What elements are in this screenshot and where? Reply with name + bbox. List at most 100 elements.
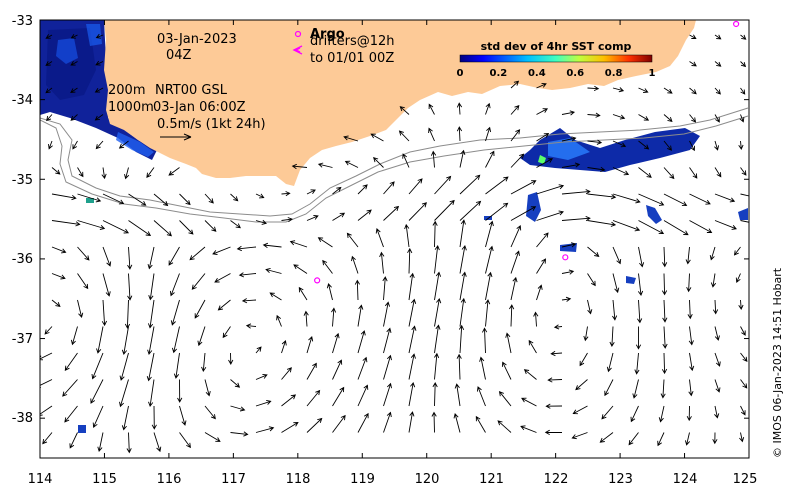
argo-float-marker [562,254,569,261]
scale-arrow-label: 0.5m/s (1kt 24h) [157,117,266,132]
current-arrow [94,87,104,93]
current-arrow [663,167,675,180]
current-arrow [498,390,512,407]
current-arrow [168,167,180,176]
current-arrow [77,299,84,319]
current-arrow [575,379,588,391]
current-arrow [147,246,155,270]
current-arrow [45,87,53,94]
current-arrow [454,383,461,407]
current-arrow [204,379,211,397]
current-arrow [714,140,720,151]
current-arrow [561,162,581,168]
current-arrow [689,352,695,372]
current-arrow [357,304,364,327]
current-arrow [662,326,668,349]
current-arrow [62,379,78,397]
current-arrow [459,174,481,195]
current-arrow [383,205,400,221]
current-arrow [510,105,520,115]
current-arrow [408,202,427,221]
current-arrow [255,399,272,407]
current-arrow [77,273,89,290]
sst-stddev-colorbar: std dev of 4hr SST comp 0 0.2 0.4 0.6 0.… [457,40,656,79]
current-arrow [262,242,282,248]
current-arrow [510,276,518,301]
current-arrow [291,163,308,170]
current-arrow [485,150,495,168]
current-arrow [432,220,438,248]
current-arrow [119,352,129,381]
current-arrow [70,87,78,94]
current-arrow [663,114,673,123]
current-arrow [102,193,125,205]
current-arrow [170,299,180,326]
map-time: 04Z [166,48,192,63]
current-arrow [612,246,622,265]
current-arrow [561,189,591,195]
current-arrow [70,114,78,121]
current-arrow [351,255,359,274]
current-arrow [357,384,369,407]
current-arrow [583,326,589,342]
current-arrow [383,301,391,327]
current-arrow [686,273,692,293]
drifters-to-label: to 01/01 00Z [310,51,394,66]
current-arrow [638,220,665,235]
current-arrow [663,87,673,94]
current-arrow [51,193,77,201]
current-arrow [97,432,104,453]
current-arrow [408,272,415,301]
current-arrow [536,82,547,89]
current-arrow [70,34,78,39]
colorbar-tick: 0.4 [528,68,546,79]
current-arrow [661,273,668,296]
current-arrow [738,140,744,151]
current-arrow [343,135,359,142]
product-label: NRT00 GSL [155,83,228,98]
current-arrow [561,296,572,302]
current-arrow [230,379,241,388]
current-arrow [228,352,234,365]
lon-tick-label: 115 [92,472,117,487]
current-arrow [714,193,736,203]
current-arrow [306,215,319,221]
current-arrow [124,167,130,180]
current-arrow [612,273,620,294]
current-arrow [510,225,522,248]
current-arrow [459,219,466,248]
current-arrow [124,299,131,329]
current-arrow [128,193,147,206]
current-arrow [77,220,106,230]
current-arrow [637,273,644,297]
current-arrow [40,379,53,388]
current-arrow [523,369,537,380]
current-arrow [663,140,672,151]
current-arrow [481,327,488,354]
current-arrow [510,153,525,168]
current-arrow [628,432,639,446]
current-arrow [459,244,467,274]
argo-label: Argo [310,27,345,42]
current-arrow [357,209,372,221]
credit-text: © IMOS 06-Jan-2023 14:51 Hobart [771,267,784,458]
current-arrow [638,140,650,150]
current-arrow [456,102,463,115]
lat-tick-label: -37 [12,332,33,347]
current-arrow [179,405,187,426]
current-arrow [476,386,486,407]
current-arrow [357,412,369,433]
current-arrow [505,332,512,354]
map-date: 03-Jan-2023 [157,32,237,47]
current-arrow [204,220,217,232]
current-arrow [714,379,721,393]
current-arrow [587,246,600,258]
current-arrow [587,139,603,145]
current-arrow [126,432,132,454]
current-arrow [550,350,563,357]
current-arrow [479,356,486,380]
current-arrow [332,332,340,354]
current-arrow [217,299,231,311]
current-vector-field [40,33,749,454]
